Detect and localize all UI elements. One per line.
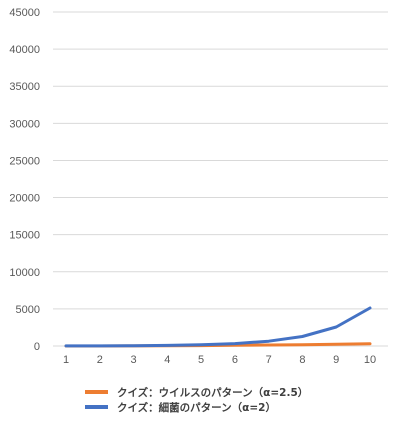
y-tick-label: 0 <box>34 341 40 353</box>
gridlines <box>53 11 388 347</box>
y-tick-label: 40000 <box>9 44 40 56</box>
y-tick-label: 10000 <box>9 267 40 279</box>
series-line-bacteria <box>64 306 372 348</box>
x-tick-label: 10 <box>364 354 376 366</box>
series-lines <box>64 306 372 348</box>
x-axis-tick-labels: 1 2 3 4 5 6 7 8 9 10 <box>63 354 376 366</box>
y-tick-label: 20000 <box>9 193 40 205</box>
y-tick-label: 5000 <box>16 304 40 316</box>
y-tick-label: 35000 <box>9 81 40 93</box>
x-tick-label: 3 <box>130 354 136 366</box>
x-tick-label: 4 <box>164 354 170 366</box>
y-axis-tick-labels: 0 5000 10000 15000 20000 25000 30000 35000 40000… <box>9 7 40 353</box>
x-tick-label: 6 <box>232 354 238 366</box>
legend: クイズ：ウイルスのパターン（α=2.5） クイズ：細菌のパターン（α=2） <box>85 386 308 414</box>
legend-label-virus: クイズ：ウイルスのパターン（α=2.5） <box>117 386 308 399</box>
y-tick-label: 15000 <box>9 230 40 242</box>
y-tick-label: 45000 <box>9 7 40 19</box>
x-tick-label: 8 <box>299 354 305 366</box>
x-tick-label: 5 <box>198 354 204 366</box>
legend-label-bacteria: クイズ：細菌のパターン（α=2） <box>117 401 276 414</box>
y-tick-label: 30000 <box>9 118 40 130</box>
x-tick-label: 2 <box>97 354 103 366</box>
x-tick-label: 9 <box>333 354 339 366</box>
x-tick-label: 1 <box>63 354 69 366</box>
x-tick-label: 7 <box>266 354 272 366</box>
y-tick-label: 25000 <box>9 155 40 167</box>
